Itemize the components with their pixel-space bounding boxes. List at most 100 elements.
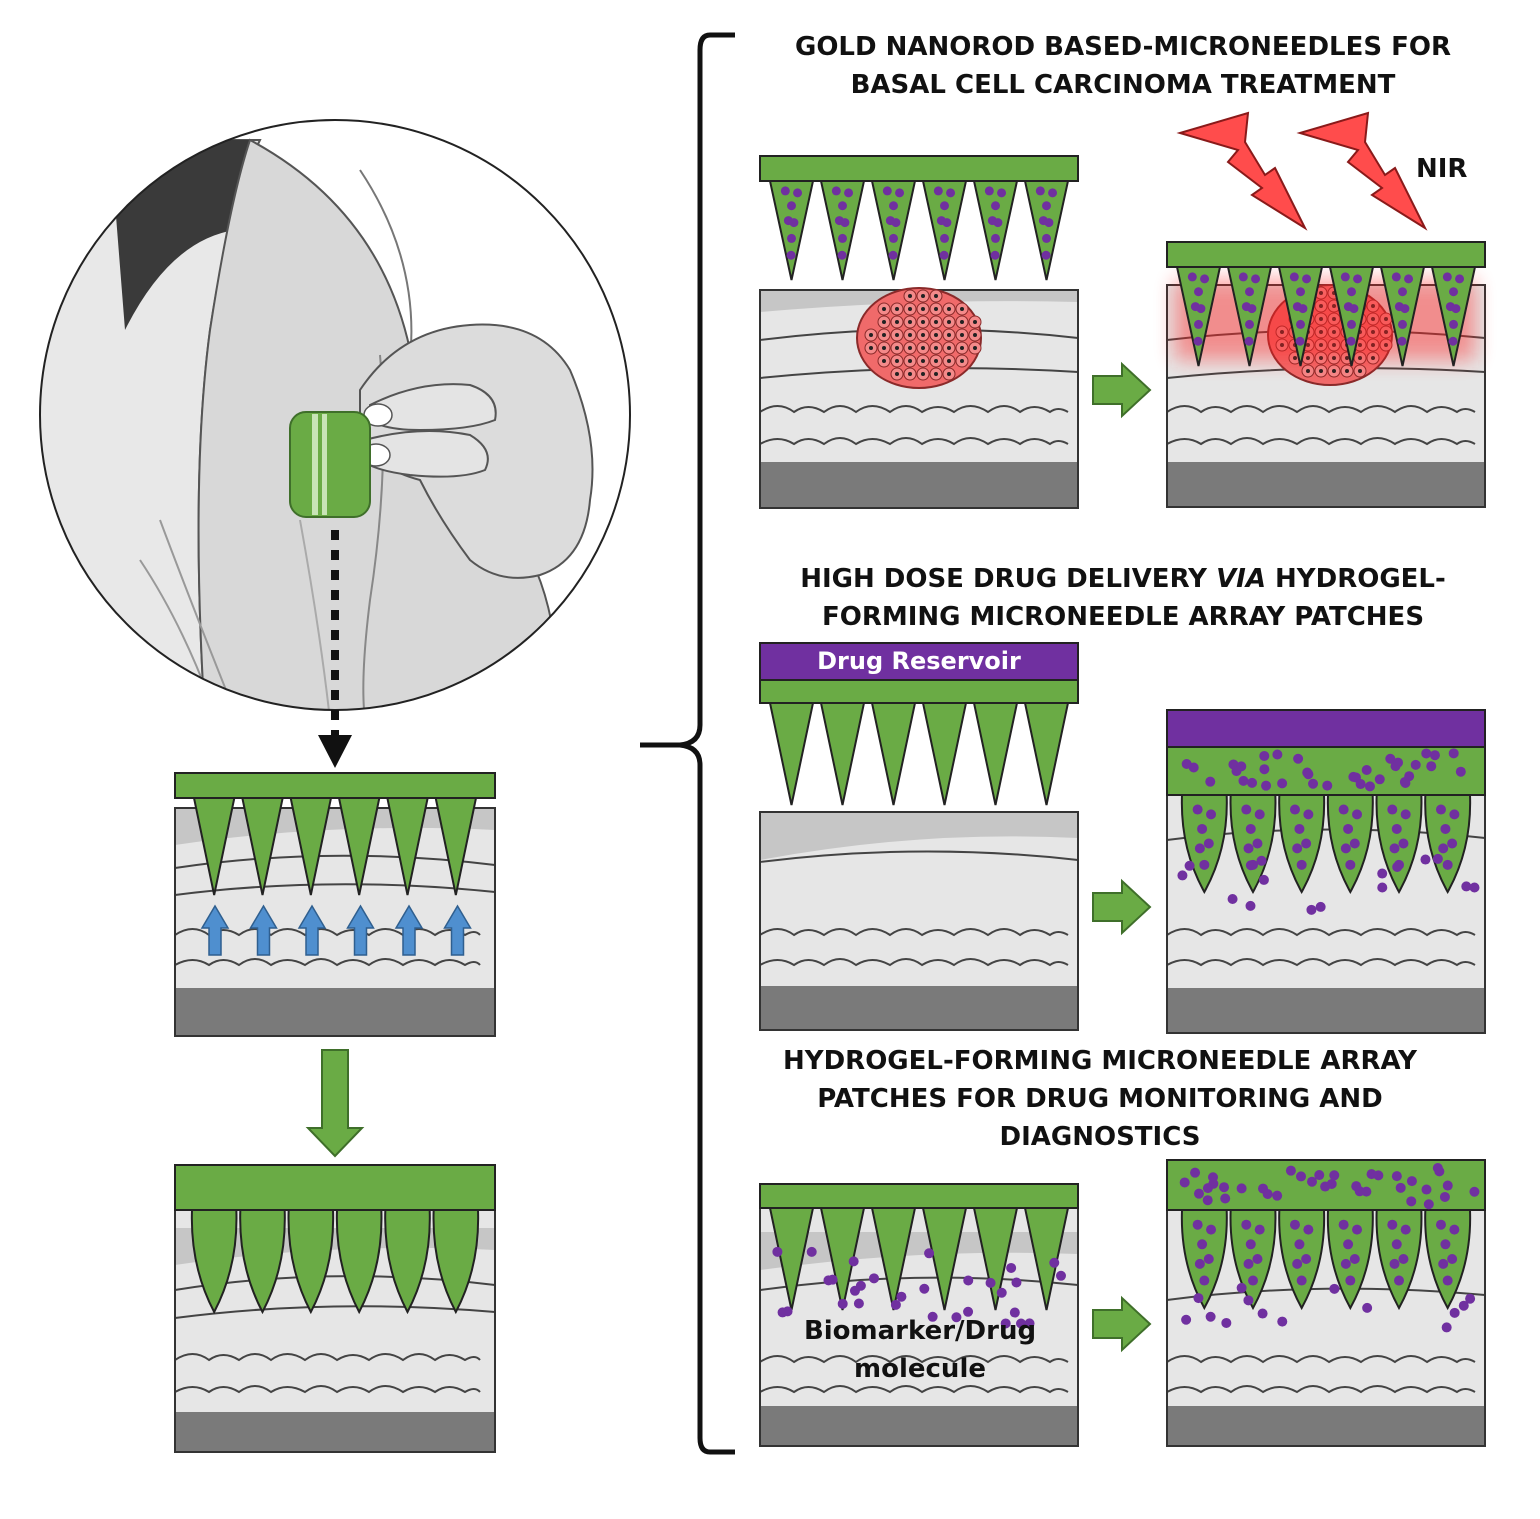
microneedle bbox=[1023, 702, 1070, 806]
nanorod-particle bbox=[831, 186, 841, 196]
cell-nucleus bbox=[947, 346, 951, 350]
up-arrow-icon bbox=[249, 904, 278, 956]
drug-particle bbox=[1238, 775, 1249, 786]
biomarker-label-line2: molecule bbox=[854, 1354, 986, 1384]
drug-particle bbox=[1391, 1239, 1402, 1250]
drug-particle bbox=[1296, 1171, 1307, 1182]
nanorod-particle bbox=[1449, 287, 1458, 297]
cell-nucleus bbox=[934, 372, 938, 376]
nir-label: NIR bbox=[1416, 154, 1468, 184]
nanorod-particle bbox=[1194, 319, 1203, 329]
hydrogel-panel-title: HIGH DOSE DRUG DELIVERY VIA HYDROGEL- FO… bbox=[760, 560, 1486, 636]
drug-particle bbox=[1389, 1258, 1400, 1269]
nanorod-particle bbox=[939, 250, 949, 260]
hydrogel-patch-before bbox=[759, 642, 1079, 806]
cell-nucleus bbox=[973, 346, 977, 350]
drug-particle bbox=[1202, 1195, 1213, 1206]
drug-particle bbox=[1449, 1224, 1460, 1235]
drug-particle bbox=[1197, 823, 1208, 834]
drug-particle bbox=[1391, 1171, 1402, 1182]
nanorod-particle bbox=[1042, 201, 1051, 211]
drug-particle bbox=[1262, 1188, 1273, 1199]
nanorod-particle bbox=[1200, 274, 1210, 284]
hydrogel-title-line1: HIGH DOSE DRUG DELIVERY VIA HYDROGEL- bbox=[800, 564, 1446, 594]
drug-particle bbox=[1410, 759, 1421, 770]
nanorod-particle bbox=[786, 250, 796, 260]
cell-nucleus bbox=[973, 320, 977, 324]
drug-particle bbox=[1322, 780, 1333, 791]
drug-particle bbox=[1219, 1182, 1230, 1193]
drug-particle bbox=[1442, 1275, 1453, 1286]
cell-nucleus bbox=[908, 359, 912, 363]
drug-particle bbox=[963, 1306, 974, 1317]
gold-patch-after bbox=[1166, 241, 1486, 367]
microneedle bbox=[192, 797, 236, 896]
nanorod-particle bbox=[1455, 274, 1465, 284]
cell-nucleus bbox=[921, 359, 925, 363]
microneedle bbox=[921, 180, 968, 281]
nanorod-particle bbox=[1044, 218, 1054, 228]
drug-particle bbox=[1206, 1224, 1217, 1235]
nanorod-particle bbox=[933, 186, 943, 196]
drug-particle bbox=[1469, 882, 1480, 893]
nanorod-particle bbox=[1251, 274, 1261, 284]
drug-particle bbox=[1277, 778, 1288, 789]
cell-nucleus bbox=[921, 320, 925, 324]
nanorod-particle bbox=[1296, 287, 1305, 297]
up-arrow-icon bbox=[200, 904, 230, 956]
drug-particle bbox=[806, 1246, 817, 1257]
drug-particle bbox=[1421, 748, 1432, 759]
biomarker-label: Biomarker/Drug molecule bbox=[770, 1312, 1070, 1388]
cell-nucleus bbox=[947, 307, 951, 311]
nanorod-particle bbox=[1400, 304, 1410, 314]
drug-particle bbox=[1296, 859, 1307, 870]
drug-particle bbox=[1361, 1186, 1372, 1197]
nanorod-particle bbox=[1448, 336, 1458, 346]
nanorod-particle bbox=[1449, 319, 1458, 329]
drug-particle bbox=[1049, 1257, 1060, 1268]
cell-nucleus bbox=[973, 333, 977, 337]
microneedle-patch-icon bbox=[289, 411, 371, 518]
microneedle bbox=[819, 702, 866, 806]
drug-particle bbox=[1190, 1167, 1201, 1178]
drug-particle bbox=[1314, 1170, 1325, 1181]
drug-particle bbox=[1447, 838, 1458, 849]
cell-nucleus bbox=[934, 359, 938, 363]
drug-particle bbox=[1181, 1314, 1192, 1325]
cell-nucleus bbox=[947, 372, 951, 376]
swollen-microneedle bbox=[335, 1209, 383, 1315]
drug-particle bbox=[1385, 753, 1396, 764]
drug-particle bbox=[777, 1307, 788, 1318]
nanorod-particle bbox=[793, 188, 803, 198]
microneedle bbox=[434, 797, 478, 896]
nanorod-particle bbox=[1451, 304, 1461, 314]
drug-particle bbox=[996, 1287, 1007, 1298]
drug-particle bbox=[1257, 1308, 1268, 1319]
drug-particle bbox=[1248, 1275, 1258, 1286]
microneedle bbox=[1430, 266, 1477, 367]
drug-particle bbox=[1338, 1219, 1349, 1230]
microneedle bbox=[1379, 266, 1426, 367]
nanorod-particle bbox=[1349, 304, 1359, 314]
drug-particle bbox=[1194, 843, 1205, 854]
cell-nucleus bbox=[934, 333, 938, 337]
nanorod-particle bbox=[1247, 304, 1257, 314]
drug-particle bbox=[1285, 1165, 1296, 1176]
drug-particle bbox=[1421, 1184, 1432, 1195]
drug-particle bbox=[1203, 838, 1214, 849]
drug-particle bbox=[1420, 854, 1431, 865]
drug-particle bbox=[924, 1248, 935, 1259]
drug-particle bbox=[951, 1312, 962, 1323]
drug-particle bbox=[1432, 853, 1443, 864]
nanorod-particle bbox=[895, 188, 905, 198]
drug-particle bbox=[1203, 1254, 1214, 1264]
drug-particle bbox=[1192, 1219, 1203, 1230]
nanorod-particle bbox=[882, 186, 892, 196]
cell-nucleus bbox=[960, 307, 964, 311]
nanorod-particle bbox=[1295, 336, 1305, 346]
drug-particle bbox=[1205, 776, 1216, 787]
cell-nucleus bbox=[921, 346, 925, 350]
up-arrow-icon bbox=[346, 904, 375, 956]
drug-particle bbox=[985, 1277, 996, 1288]
up-arrow-icon bbox=[394, 904, 424, 956]
